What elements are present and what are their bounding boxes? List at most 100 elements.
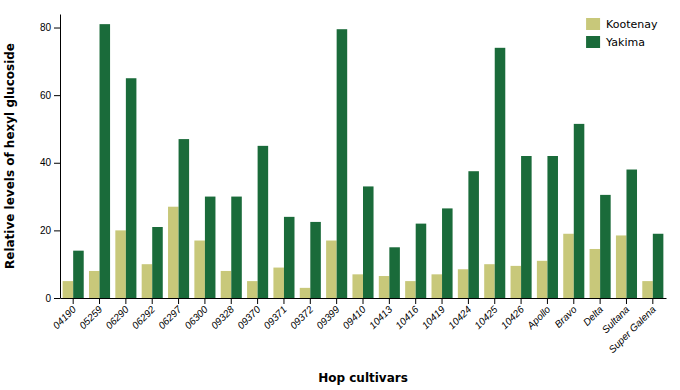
x-tick: 10419 (420, 298, 448, 331)
x-tick: 10425 (472, 298, 500, 331)
bar (115, 230, 126, 298)
bar (574, 124, 585, 298)
bar (179, 139, 190, 298)
y-tick-label: 40 (40, 157, 52, 168)
bar (416, 224, 427, 298)
x-tick-mark (415, 298, 416, 304)
bar (63, 281, 74, 298)
x-tick-mark (336, 298, 337, 304)
bar (310, 222, 321, 298)
x-tick: 04190 (51, 298, 79, 331)
bar (273, 268, 284, 298)
x-tick: 06292 (130, 298, 158, 331)
x-tick-mark (152, 298, 153, 304)
x-tick-label: 06292 (130, 303, 158, 331)
bar (231, 197, 242, 298)
x-axis: 0419005259062900629206297063000932809370… (51, 298, 667, 355)
bar (363, 186, 374, 298)
bar (205, 197, 216, 298)
x-tick-label: 09370 (235, 303, 263, 331)
y-tick-label: 20 (40, 225, 52, 236)
bar (600, 195, 611, 298)
y-tick: 0 (45, 293, 60, 304)
bar (547, 156, 558, 298)
bar (590, 249, 601, 298)
bar (142, 264, 153, 298)
bar (626, 170, 637, 298)
bars (63, 24, 664, 298)
bar (495, 48, 506, 298)
bar (405, 281, 416, 298)
bar (442, 208, 453, 298)
bar (616, 235, 627, 298)
x-tick-mark (573, 298, 574, 304)
y-tick-label: 0 (45, 293, 51, 304)
x-tick-label: 06300 (182, 303, 210, 331)
bar (352, 274, 363, 298)
x-tick-mark (547, 298, 548, 304)
x-tick-mark (442, 298, 443, 304)
legend-label: Kootenay (606, 18, 658, 31)
bar (194, 241, 205, 298)
bar (221, 271, 232, 298)
y-tick: 20 (40, 225, 60, 236)
x-tick: 06290 (103, 298, 131, 331)
legend-swatch (586, 18, 600, 30)
x-tick: 09370 (235, 298, 263, 331)
x-tick: 06297 (156, 298, 184, 331)
bar (511, 266, 522, 298)
x-axis-title: Hop cultivars (318, 371, 408, 385)
y-tick: 80 (40, 22, 60, 33)
bar (126, 78, 137, 298)
x-tick: 06300 (182, 298, 210, 331)
x-tick-label: Apollo (524, 303, 552, 331)
x-tick-mark (310, 298, 311, 304)
bar-series (63, 207, 653, 298)
x-tick-label: 06290 (103, 303, 131, 331)
bar (468, 171, 479, 298)
x-tick: 05259 (77, 298, 105, 331)
x-tick-label: 09410 (341, 303, 369, 331)
bar (73, 251, 84, 298)
y-tick: 60 (40, 90, 60, 101)
bar (258, 146, 269, 298)
legend-swatch (586, 36, 600, 48)
x-tick-label: Bravo (552, 303, 579, 330)
x-tick-mark (125, 298, 126, 304)
bar (521, 156, 532, 298)
bar (432, 274, 443, 298)
y-tick-mark (54, 28, 60, 29)
y-axis: 0 20 40 60 80 (40, 15, 61, 304)
y-axis-title: Relative levels of hexyl glucoside (3, 43, 17, 269)
legend: Kootenay Yakima (586, 18, 658, 49)
bar (337, 29, 348, 298)
x-tick-label: 10413 (367, 303, 395, 331)
bar (168, 207, 179, 298)
bar (563, 234, 574, 298)
y-tick-mark (54, 230, 60, 231)
x-tick-label: Super Galena (606, 303, 658, 355)
legend-item: Kootenay (586, 18, 658, 31)
y-tick-label: 60 (40, 90, 52, 101)
chart: 0419005259062900629206297063000932809370… (0, 0, 680, 390)
bar (379, 276, 390, 298)
x-tick-mark (521, 298, 522, 304)
x-tick-mark (73, 298, 74, 304)
x-tick: 09372 (288, 298, 316, 331)
x-tick-mark (99, 298, 100, 304)
bar (537, 261, 548, 298)
x-tick-mark (652, 298, 653, 304)
y-tick-mark (54, 163, 60, 164)
x-tick-mark (231, 298, 232, 304)
x-tick: 09328 (209, 298, 237, 331)
x-tick-mark (257, 298, 258, 304)
bar (284, 217, 295, 298)
x-tick: 09410 (341, 298, 369, 331)
legend-item: Yakima (586, 36, 645, 49)
x-tick-label: 09328 (209, 303, 237, 331)
x-tick: 10426 (499, 298, 527, 331)
y-tick: 40 (40, 157, 60, 168)
x-tick-mark (283, 298, 284, 304)
bar (300, 288, 311, 298)
x-tick-label: 10416 (393, 303, 421, 331)
